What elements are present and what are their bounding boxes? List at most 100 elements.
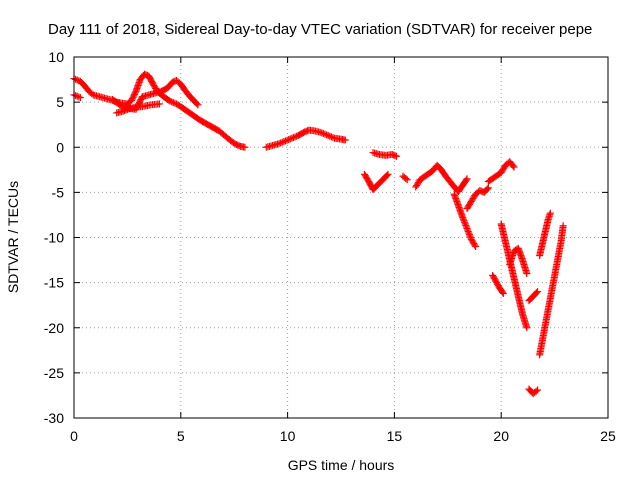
data-point bbox=[326, 132, 334, 140]
data-point bbox=[155, 100, 163, 108]
y-tick-label: -20 bbox=[44, 320, 64, 336]
data-point bbox=[277, 139, 285, 147]
data-point bbox=[403, 176, 411, 184]
x-axis-label: GPS time / hours bbox=[288, 457, 395, 473]
data-point bbox=[393, 152, 401, 160]
data-point bbox=[289, 134, 297, 142]
data-point bbox=[459, 215, 467, 223]
grid bbox=[74, 57, 608, 418]
data-point bbox=[460, 217, 468, 225]
data-point bbox=[499, 289, 507, 297]
data-point bbox=[128, 95, 136, 103]
data-point bbox=[278, 138, 286, 146]
data-point bbox=[324, 132, 332, 140]
data-point bbox=[532, 289, 540, 297]
data-point bbox=[131, 89, 139, 97]
data-point bbox=[483, 185, 491, 193]
data-point bbox=[283, 136, 291, 144]
data-point bbox=[291, 133, 299, 141]
y-axis-label: SDTVAR / TECUs bbox=[5, 181, 21, 293]
data-point bbox=[384, 170, 392, 178]
data-point bbox=[72, 75, 80, 83]
data-point bbox=[319, 129, 327, 137]
x-tick-label: 25 bbox=[600, 428, 616, 444]
data-point bbox=[128, 96, 136, 104]
data-point bbox=[509, 162, 517, 170]
data-point bbox=[286, 135, 294, 143]
chart-title: Day 111 of 2018, Sidereal Day-to-day VTE… bbox=[48, 21, 592, 38]
data-point bbox=[288, 134, 296, 142]
data-point bbox=[72, 92, 80, 100]
y-tick-label: 5 bbox=[56, 94, 64, 110]
data-point bbox=[466, 232, 474, 240]
data-point bbox=[169, 99, 177, 107]
data-point bbox=[461, 218, 469, 226]
data-point bbox=[391, 152, 399, 160]
data-point bbox=[472, 243, 480, 251]
data-point bbox=[534, 386, 542, 394]
data-point bbox=[532, 387, 540, 395]
data-point bbox=[467, 234, 475, 242]
data-point bbox=[122, 106, 130, 114]
data-point bbox=[171, 99, 179, 107]
data-points bbox=[70, 70, 567, 398]
x-tick-label: 5 bbox=[177, 428, 185, 444]
data-point bbox=[275, 140, 283, 148]
data-point bbox=[285, 136, 293, 144]
data-point bbox=[76, 94, 84, 102]
data-point bbox=[168, 98, 176, 106]
y-tick-label: -15 bbox=[44, 275, 64, 291]
data-point bbox=[498, 288, 506, 296]
data-point bbox=[523, 270, 531, 278]
data-point bbox=[462, 176, 470, 184]
y-tick-label: -10 bbox=[44, 230, 64, 246]
data-point bbox=[559, 222, 567, 230]
data-point bbox=[462, 221, 470, 229]
data-point bbox=[510, 163, 518, 171]
data-point bbox=[130, 92, 138, 100]
data-point bbox=[463, 224, 471, 232]
data-point bbox=[129, 93, 137, 101]
data-point bbox=[465, 229, 473, 237]
data-point bbox=[321, 130, 329, 138]
data-point bbox=[463, 175, 471, 183]
data-point bbox=[318, 129, 326, 137]
data-point bbox=[281, 137, 289, 145]
x-tick-label: 15 bbox=[387, 428, 403, 444]
data-point bbox=[241, 143, 249, 151]
data-point bbox=[323, 131, 331, 139]
data-point bbox=[459, 214, 467, 222]
data-point bbox=[383, 171, 391, 179]
axis-ticks: 0 5 10 15 20 25 10 5 0 -5 -10 -15 -20 -25 -30 bbox=[44, 49, 616, 444]
data-point bbox=[73, 76, 81, 84]
data-point bbox=[166, 97, 174, 105]
y-tick-label: 0 bbox=[56, 139, 64, 155]
data-point bbox=[462, 223, 470, 231]
data-point bbox=[464, 228, 472, 236]
data-point bbox=[73, 92, 81, 100]
y-tick-label: -5 bbox=[52, 184, 65, 200]
data-point bbox=[471, 241, 479, 249]
data-point bbox=[75, 93, 83, 101]
data-point bbox=[131, 90, 139, 98]
data-point bbox=[341, 136, 349, 144]
data-point bbox=[329, 134, 337, 142]
data-point bbox=[193, 100, 201, 108]
data-point bbox=[464, 226, 472, 234]
data-point bbox=[484, 184, 492, 192]
data-point bbox=[280, 138, 288, 146]
x-tick-label: 20 bbox=[493, 428, 509, 444]
data-point bbox=[523, 324, 531, 332]
x-tick-label: 10 bbox=[280, 428, 296, 444]
data-point bbox=[465, 231, 473, 239]
data-point bbox=[534, 288, 542, 296]
y-tick-label: -25 bbox=[44, 365, 64, 381]
data-point bbox=[461, 220, 469, 228]
data-point bbox=[546, 209, 554, 217]
y-tick-label: 10 bbox=[48, 49, 64, 65]
y-tick-label: -30 bbox=[44, 410, 64, 426]
data-point bbox=[88, 90, 96, 98]
data-point bbox=[402, 175, 410, 183]
data-point bbox=[327, 133, 335, 141]
